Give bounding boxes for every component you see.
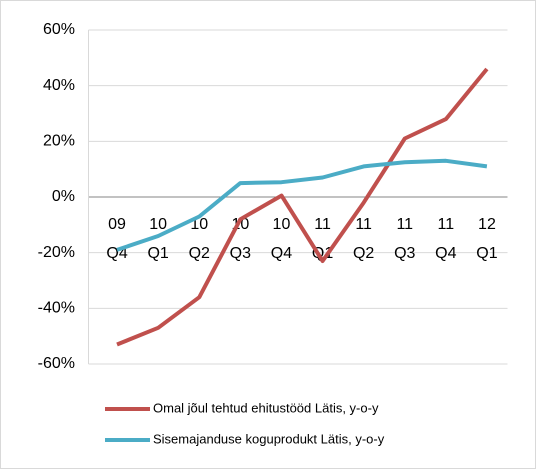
y-tick-label: 0% — [52, 188, 75, 205]
y-tick-label: -40% — [38, 300, 75, 317]
x-tick-label: 10 Q1 — [147, 216, 168, 262]
x-tick-label: 11 Q2 — [353, 216, 374, 262]
x-tick-label: 11 Q3 — [394, 216, 415, 262]
series-line — [116, 67, 489, 347]
y-tick-label: -20% — [38, 244, 75, 261]
x-tick-label: 11 Q4 — [435, 216, 456, 262]
series-line — [116, 158, 488, 252]
legend-label: Omal jõul tehtud ehitustööd Lätis, y-o-y — [153, 400, 379, 415]
x-tick-label: 12 Q1 — [476, 216, 497, 262]
x-tick-label: 11 Q1 — [312, 216, 333, 262]
x-tick-label: 10 Q4 — [271, 216, 292, 262]
y-tick-label: 40% — [43, 77, 75, 94]
y-tick-label: 20% — [43, 133, 75, 150]
y-tick-label: 60% — [43, 21, 75, 38]
y-tick-label: -60% — [38, 355, 75, 372]
legend-label: Sisemajanduse koguprodukt Lätis, y-o-y — [153, 431, 385, 446]
